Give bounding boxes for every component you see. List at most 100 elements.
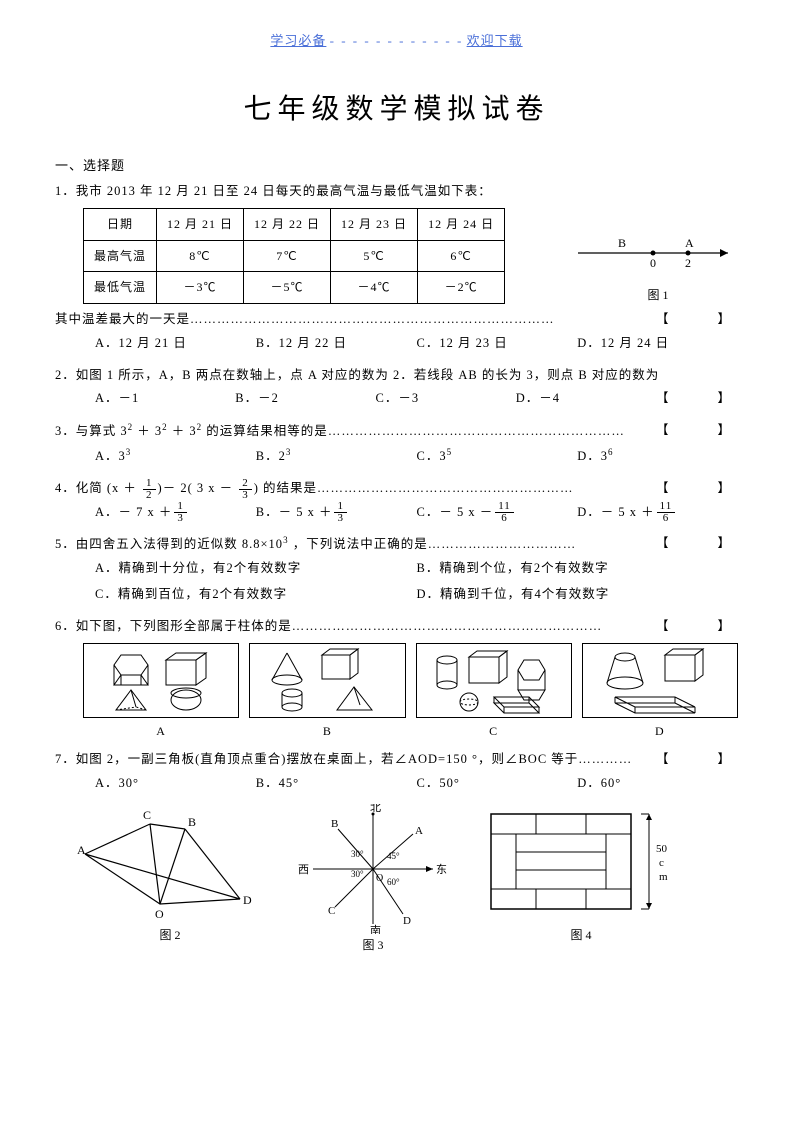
q3a: A．3: [95, 449, 126, 463]
q4-pre: 4．化简 (x ＋: [55, 481, 141, 495]
th-d4: 12 月 24 日: [418, 208, 505, 240]
low-1: －3℃: [157, 272, 244, 304]
dots: …………………………………………………: [317, 481, 574, 495]
header-left-link[interactable]: 学习必备: [270, 33, 326, 48]
t: A．－ 7 x ＋: [95, 505, 172, 519]
q7-opt-a: A．30°: [95, 772, 256, 796]
th-d2: 12 月 22 日: [244, 208, 331, 240]
q5-opt-b: B．精确到个位，有2个有效数字: [417, 557, 739, 581]
fig4-caption: 图 4: [570, 926, 591, 943]
th-d1: 12 月 21 日: [157, 208, 244, 240]
svg-text:B: B: [618, 236, 626, 250]
svg-text:30°: 30°: [351, 849, 364, 859]
answer-bracket: 【 】: [656, 308, 738, 332]
q3-post: 的运算结果相等的是: [202, 424, 328, 438]
frac: 13: [334, 501, 347, 524]
q2-options: A．－1 B．－2 C．－3 D．－4: [95, 387, 656, 411]
q3-opt-b: B．23: [256, 444, 417, 469]
label-c: C: [416, 720, 572, 743]
q1-opt-d: D．12 月 24 日: [577, 332, 738, 356]
dots: ………………………………………………………………………: [190, 312, 555, 326]
q2-text: 2．如图 1 所示，A，B 两点在数轴上，点 A 对应的数为 2．若线段 AB …: [55, 368, 659, 382]
q3-options: A．33 B．23 C．35 D．36: [95, 444, 738, 469]
question-6: 6．如下图，下列图形全部属于柱体的是……………………………………………………………: [55, 615, 738, 743]
figure-1: B A 0 2 图 1: [578, 235, 738, 303]
svg-text:西: 西: [298, 864, 309, 876]
q3-opt-d: D．36: [577, 444, 738, 469]
q5-options-row1: A．精确到十分位，有2个有效数字 B．精确到个位，有2个有效数字: [95, 557, 738, 581]
shape-box-b: [249, 643, 405, 718]
frac: 13: [174, 501, 187, 524]
svg-text:A: A: [685, 236, 694, 250]
shape-box-d: [582, 643, 738, 718]
t: C．－ 5 x －: [417, 505, 494, 519]
den: 2: [143, 490, 156, 501]
th-d3: 12 月 23 日: [331, 208, 418, 240]
q5-opt-c: C．精确到百位，有2个有效数字: [95, 583, 417, 607]
high-3: 5℃: [331, 240, 418, 272]
label-b: B: [249, 720, 405, 743]
label-a: A: [83, 720, 239, 743]
page-header: 学习必备 - - - - - - - - - - - - 欢迎下载: [55, 30, 738, 49]
answer-bracket: 【 】: [656, 387, 738, 411]
q7-opt-d: D．60°: [577, 772, 738, 796]
shapes-c-icon: [419, 645, 569, 715]
dots: …………………………………………………………: [328, 424, 625, 438]
svg-text:30°: 30°: [351, 869, 364, 879]
header-right-link[interactable]: 欢迎下载: [467, 33, 523, 48]
q1-opt-c: C．12 月 23 日: [417, 332, 578, 356]
q6-text: 6．如下图，下列图形全部属于柱体的是: [55, 619, 292, 633]
answer-bracket: 【 】: [656, 477, 738, 501]
q4-opt-b: B．－ 5 x ＋13: [256, 501, 417, 525]
shapes-b-icon: [252, 645, 402, 715]
q1-sub: 其中温差最大的一天是………………………………………………………………………【 】: [55, 308, 738, 332]
q1-opt-b: B．12 月 22 日: [256, 332, 417, 356]
fig3-svg: 北 南 东 西 A B C D O 30° 30° 45° 60°: [283, 804, 463, 934]
q1-text: 1．我市 2013 年 12 月 21 日至 24 日每天的最高气温与最低气温如…: [55, 184, 492, 198]
svg-text:A: A: [415, 825, 423, 837]
q4-opt-a: A．－ 7 x ＋13: [95, 501, 256, 525]
figure-3: 北 南 东 西 A B C D O 30° 30° 45° 60° 图 3: [283, 804, 463, 953]
answer-bracket: 【 】: [656, 615, 738, 639]
t: B．－ 5 x ＋: [256, 505, 333, 519]
svg-text:c: c: [659, 857, 664, 869]
frac: 12: [143, 478, 156, 501]
header-dash: - - - - - - - - - - - -: [330, 33, 464, 48]
section-1-heading: 一、选择题: [55, 155, 738, 174]
high-1: 8℃: [157, 240, 244, 272]
svg-text:D: D: [403, 915, 411, 927]
sup: 5: [447, 447, 453, 457]
q5-options-row2: C．精确到百位，有2个有效数字 D．精确到千位，有4个有效数字: [95, 583, 738, 607]
dots: ……………………………: [428, 538, 577, 552]
th-date: 日期: [84, 208, 157, 240]
q5-post: ，下列说法中正确的是: [289, 538, 428, 552]
svg-text:2: 2: [685, 256, 691, 270]
num: 1: [143, 478, 156, 490]
svg-text:60°: 60°: [387, 877, 400, 887]
low-3: －4℃: [331, 272, 418, 304]
number-line-svg: B A 0 2: [578, 235, 738, 280]
den: 3: [174, 513, 187, 524]
den: 3: [334, 513, 347, 524]
dots: …………: [578, 752, 632, 766]
shapes-d-icon: [585, 645, 735, 715]
q7-opt-b: B．45°: [256, 772, 417, 796]
den: 6: [657, 513, 676, 524]
shapes-row: [83, 643, 738, 718]
figure-2: A C B O D 图 2: [75, 804, 265, 943]
high-2: 7℃: [244, 240, 331, 272]
svg-text:C: C: [143, 808, 151, 822]
fig3-caption: 图 3: [362, 936, 383, 953]
svg-text:0: 0: [650, 256, 656, 270]
q2-opt-c: C．－3: [376, 387, 516, 411]
q3b: B．2: [256, 449, 286, 463]
den: 6: [495, 513, 514, 524]
sup: 3: [126, 447, 132, 457]
q3-mid: ＋ 3: [133, 424, 162, 438]
svg-text:D: D: [243, 893, 252, 907]
den: 3: [239, 490, 252, 501]
frac: 23: [239, 478, 252, 501]
svg-text:45°: 45°: [387, 851, 400, 861]
svg-text:C: C: [328, 905, 335, 917]
question-7: 7．如图 2，一副三角板(直角顶点重合)摆放在桌面上，若∠AOD=150 °，则…: [55, 748, 738, 796]
